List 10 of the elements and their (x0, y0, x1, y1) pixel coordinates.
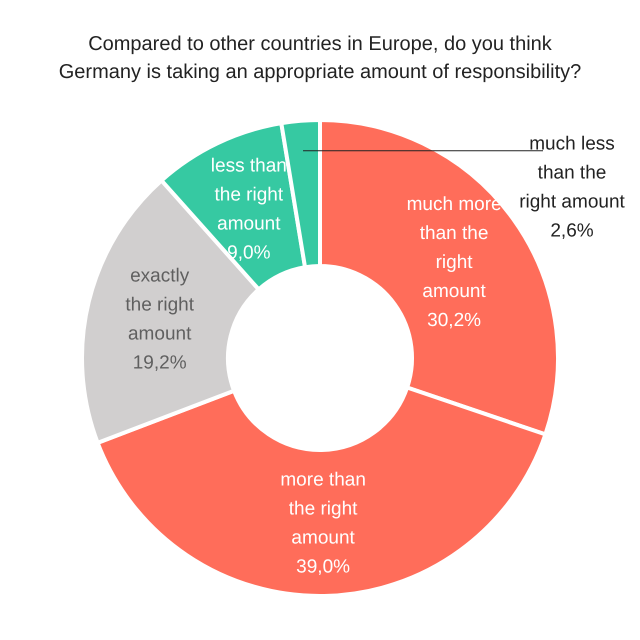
data-label: 2,6% (550, 220, 594, 242)
slice-label: less than the right amount (210, 156, 287, 235)
data-label: 9,0% (227, 242, 271, 264)
data-label: 39,0% (296, 556, 350, 578)
data-label: 19,2% (132, 352, 187, 374)
slice-label: more than the right amount (280, 469, 366, 548)
data-label: 30,2% (427, 310, 482, 331)
slice-label: exactly the right amount (125, 265, 195, 344)
slice-label: much less than the right amount (519, 134, 626, 213)
chart-title: Compared to other countries in Europe, do you think Germany is taking an appropriate amount of responsibility? (58, 33, 582, 83)
